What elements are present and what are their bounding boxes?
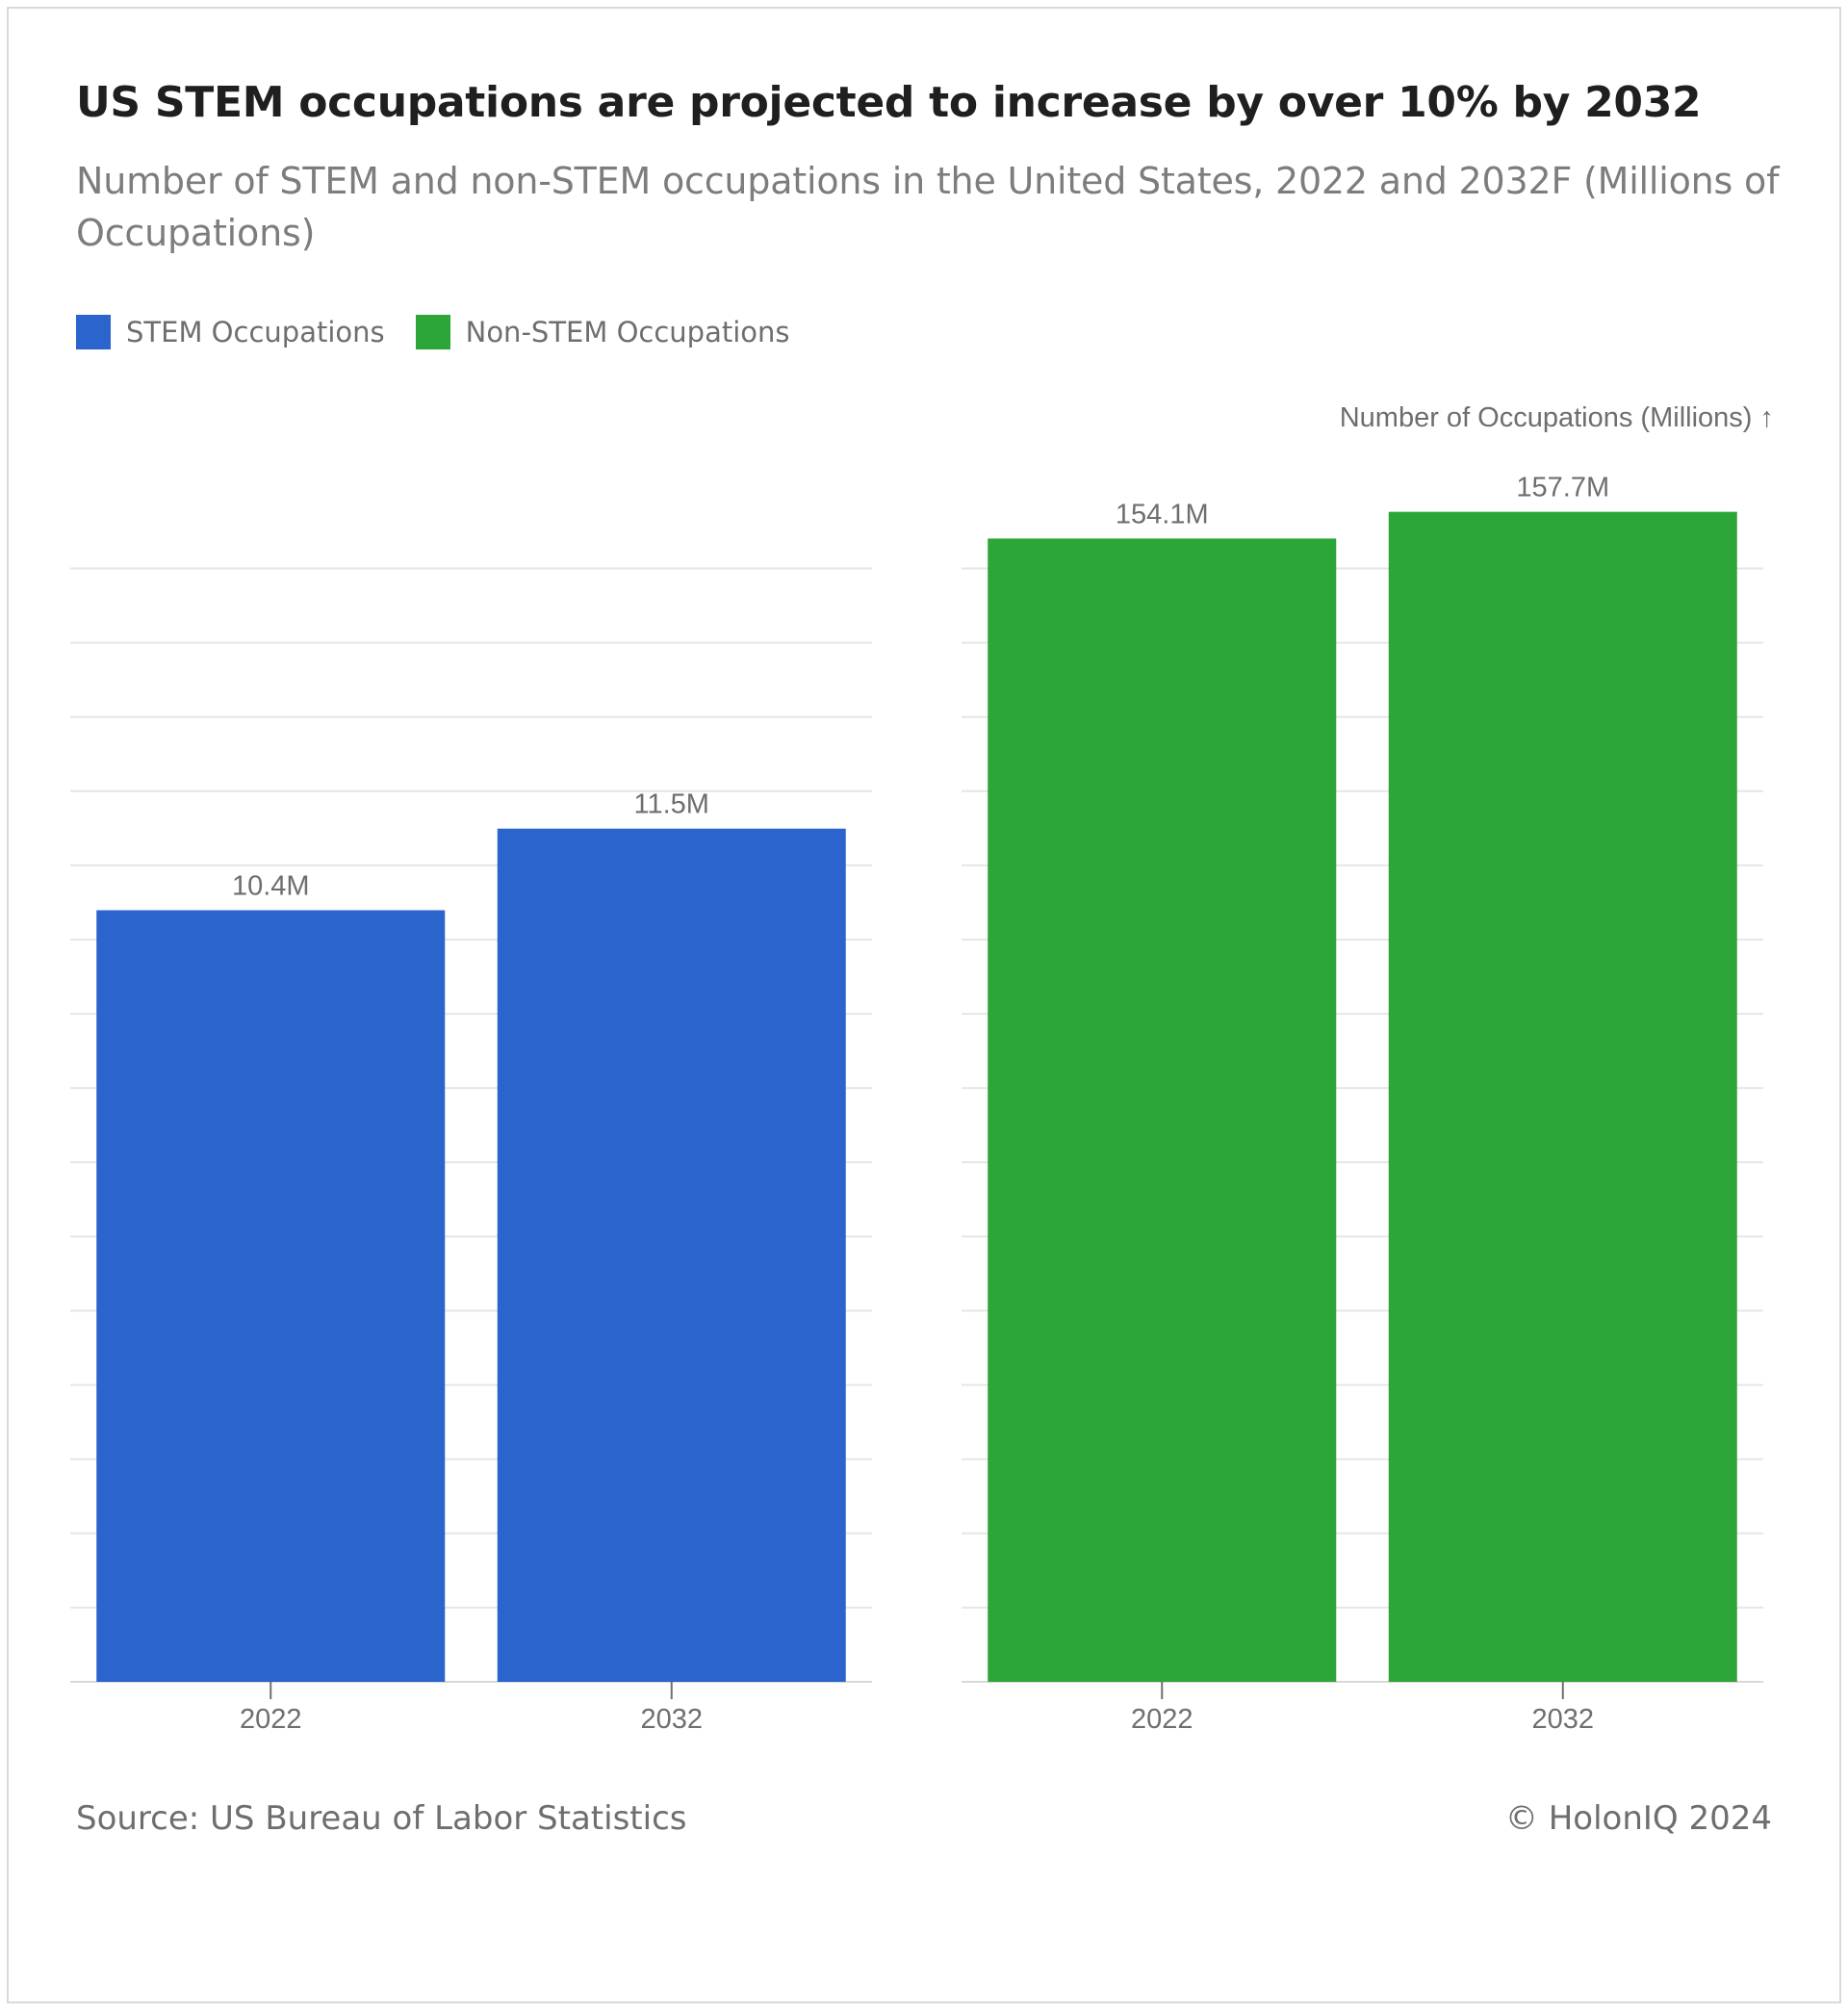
legend: STEM Occupations Non-STEM Occupations (76, 315, 821, 349)
legend-label-stem: STEM Occupations (126, 316, 385, 348)
bar-stem-occupations-2022 (96, 910, 446, 1682)
chart-plot-area: Number of Occupations (Millions) ↑ 10.4M 2… (70, 402, 1774, 1735)
data-label: 10.4M (232, 871, 310, 902)
legend-label-non-stem: Non-STEM Occupations (465, 316, 790, 348)
legend-swatch-stem (76, 315, 111, 349)
legend-item-stem[interactable]: STEM Occupations (76, 315, 385, 349)
chart-title: US STEM occupations are projected to inc… (76, 78, 1702, 127)
x-tick-label: 2022 (240, 1704, 302, 1735)
x-tick-label: 2032 (1531, 1704, 1594, 1735)
chart-card: US STEM occupations are projected to inc… (7, 7, 1841, 2003)
y-axis-label: Number of Occupations (Millions) ↑ (1340, 402, 1774, 433)
x-tick-label: 2022 (1131, 1704, 1194, 1735)
source-note: Source: US Bureau of Labor Statistics (76, 1799, 687, 1838)
data-label: 157.7M (1516, 473, 1609, 503)
bar-non-stem-occupations-2032 (1388, 511, 1737, 1682)
legend-item-non-stem[interactable]: Non-STEM Occupations (415, 315, 790, 349)
data-label: 154.1M (1116, 499, 1209, 529)
legend-swatch-non-stem (415, 315, 450, 349)
copyright-note: © HolonIQ 2024 (1504, 1799, 1772, 1838)
data-label: 11.5M (634, 789, 709, 820)
bar-stem-occupations-2032 (497, 828, 846, 1682)
bar-non-stem-occupations-2022 (988, 538, 1337, 1683)
chart-subtitle: Number of STEM and non-STEM occupations … (76, 160, 1780, 254)
x-tick-label: 2032 (640, 1704, 703, 1735)
